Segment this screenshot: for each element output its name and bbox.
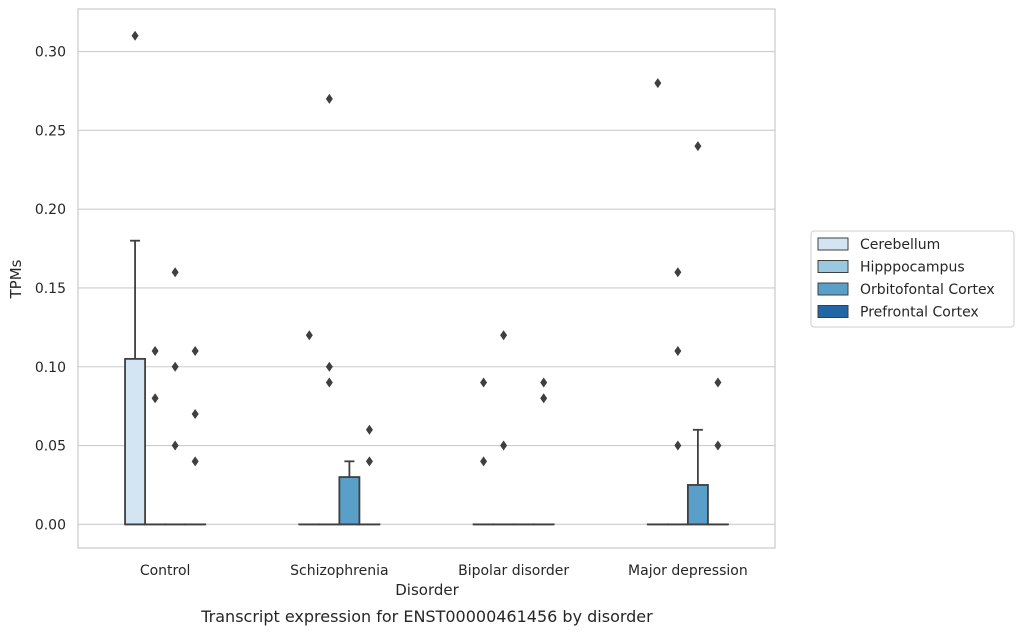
box-prefrontal-cortex	[532, 377, 555, 526]
box-hipppocampus	[666, 267, 689, 526]
outlier-point	[325, 377, 333, 388]
y-tick-label: 0.30	[35, 45, 66, 61]
outlier-point	[654, 78, 662, 89]
outlier-point	[191, 456, 199, 467]
box-body	[338, 476, 361, 526]
legend-swatch	[817, 237, 849, 251]
box-hipppocampus	[318, 93, 341, 526]
outlier-point	[674, 345, 682, 356]
box-orbitofontal-cortex	[164, 267, 187, 526]
chart-caption: Transcript expression for ENST0000046145…	[200, 607, 653, 626]
outlier-point	[325, 361, 333, 372]
y-tick-label: 0.05	[35, 439, 66, 455]
outlier-point	[714, 377, 722, 388]
outlier-point	[171, 440, 179, 451]
box-prefrontal-cortex	[358, 424, 381, 526]
outlier-point	[151, 393, 159, 404]
outlier-point	[480, 456, 488, 467]
outlier-point	[151, 345, 159, 356]
outlier-point	[365, 456, 373, 467]
outlier-point	[694, 141, 702, 152]
y-tick-label: 0.10	[35, 360, 66, 376]
outlier-point	[325, 93, 333, 104]
outlier-point	[171, 361, 179, 372]
legend-swatch	[817, 260, 849, 273]
legend: Cerebellum Hipppocampus Orbitofontal Corte…	[810, 230, 1015, 328]
x-tick-label: Bipolar disorder	[458, 563, 569, 579]
box-cerebellum	[646, 78, 669, 526]
outlier-point	[480, 377, 488, 388]
outlier-point	[674, 267, 682, 278]
box-cerebellum	[472, 377, 495, 526]
x-tick-label: Major depression	[628, 563, 748, 579]
box-orbitofontal-cortex	[338, 460, 361, 526]
outlier-point	[305, 330, 313, 341]
outlier-point	[674, 440, 682, 451]
outlier-point	[500, 440, 508, 451]
y-tick-labels: 0.00 0.05 0.10 0.15 0.20 0.25 0.30	[35, 45, 66, 534]
x-tick-label: Schizophrenia	[290, 563, 388, 579]
box-body	[124, 357, 146, 526]
outlier-point	[500, 330, 508, 341]
box-cerebellum	[124, 30, 146, 526]
box-hipppocampus	[144, 345, 167, 526]
y-tick-label: 0.15	[35, 281, 66, 297]
box-prefrontal-cortex	[184, 345, 207, 526]
box-orbitofontal-cortex	[686, 141, 709, 526]
x-tick-labels: Control Schizophrenia Bipolar disorder Majo…	[140, 563, 748, 579]
legend-entry: Hipppocampus	[860, 260, 965, 276]
outlier-point	[714, 440, 722, 451]
legend-swatch	[817, 305, 849, 318]
x-tick-label: Control	[140, 563, 191, 579]
x-axis-label: Disorder	[395, 581, 459, 599]
y-tick-label: 0.00	[35, 517, 66, 533]
outlier-point	[540, 393, 548, 404]
legend-entry: Cerebellum	[860, 237, 940, 253]
box-cerebellum	[298, 330, 321, 526]
plot-area-frame	[77, 8, 776, 549]
outlier-point	[191, 345, 199, 356]
outlier-point	[365, 424, 373, 435]
legend-swatch	[817, 282, 849, 296]
y-axis-label: TPMs	[7, 259, 25, 299]
outlier-point	[191, 409, 199, 420]
box-body	[686, 484, 709, 526]
outlier-point	[540, 377, 548, 388]
box-prefrontal-cortex	[707, 377, 729, 526]
legend-entry: Orbitofontal Cortex	[860, 282, 995, 298]
y-tick-label: 0.25	[35, 123, 66, 139]
box-series	[124, 30, 729, 526]
legend-frame	[810, 230, 1015, 328]
legend-entry: Prefrontal Cortex	[860, 305, 979, 321]
outlier-point	[131, 30, 139, 41]
box-hipppocampus	[492, 330, 515, 526]
y-gridlines	[78, 51, 775, 525]
outlier-point	[171, 267, 179, 278]
y-tick-label: 0.20	[35, 202, 66, 218]
